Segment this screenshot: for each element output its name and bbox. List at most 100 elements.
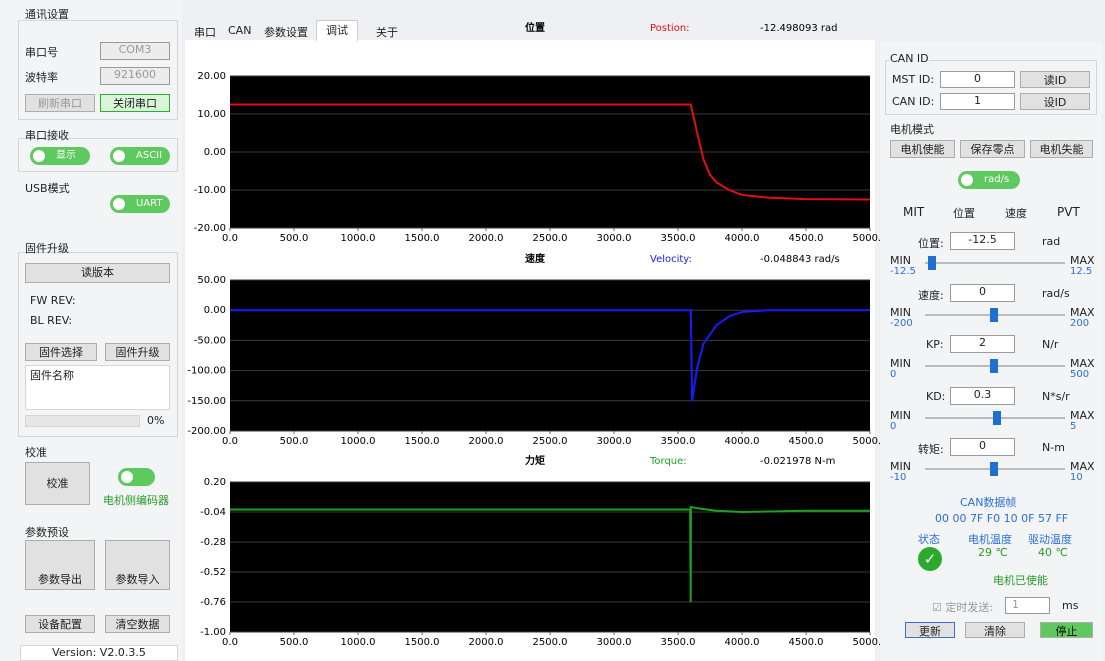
input[interactable]: 1 (1005, 597, 1050, 614)
y-tick-label: -100.00 (187, 366, 226, 377)
x-tick-label: 3000.0 (597, 436, 632, 447)
slider-track[interactable] (925, 262, 1065, 264)
max-value: 500 (1070, 369, 1090, 380)
plot-name: Velocity: (650, 254, 692, 265)
x-tick-label: 2000.0 (469, 637, 504, 648)
refresh-button[interactable]: 刷新串口 (25, 94, 95, 112)
x-tick-label: 1500.0 (405, 637, 440, 648)
x-tick-label: 4000.0 (725, 436, 760, 447)
plot-title: 力矩 (525, 454, 545, 467)
set-id-button[interactable]: 设ID (1020, 93, 1090, 110)
tab-active[interactable]: 调试 (316, 20, 358, 41)
slider-input[interactable]: 0 (950, 283, 1015, 302)
save-zero-button[interactable]: 保存零点 (960, 140, 1025, 158)
label: 波特率 (25, 71, 58, 84)
x-tick-label: 500.0 (280, 233, 309, 244)
enable-button[interactable]: 电机使能 (890, 140, 955, 158)
slider-thumb[interactable] (993, 410, 1001, 425)
x-tick-label: 5000.0 (853, 436, 888, 447)
mode-tab[interactable]: PVT (1057, 205, 1080, 219)
plot-readout: -0.021978 N-m (760, 456, 835, 467)
fw-select-button[interactable]: 固件选择 (25, 343, 97, 361)
slider-input[interactable]: 0 (950, 438, 1015, 456)
x-tick-label: 1000.0 (341, 233, 376, 244)
y-tick-label: -10.00 (194, 185, 226, 196)
x-tick-label: 2000.0 (469, 233, 504, 244)
plot-background (230, 482, 870, 632)
input[interactable]: 0 (940, 71, 1015, 88)
group-title: 串口接收 (25, 129, 69, 142)
slider-thumb[interactable] (990, 307, 998, 322)
toggle[interactable]: 显示 (30, 147, 90, 165)
group-box (885, 60, 1097, 115)
status-icon: ✓ (918, 547, 942, 571)
clear-data-button[interactable]: 清空数据 (105, 615, 170, 633)
x-tick-label: 4000.0 (725, 233, 760, 244)
slider-label: KP: (926, 338, 944, 351)
y-tick-label: 0.20 (204, 477, 226, 488)
max-label: MAX (1070, 408, 1095, 422)
toggle[interactable]: UART (110, 195, 170, 213)
min-value: -10 (890, 472, 907, 483)
checkbox[interactable]: ☑ 定时发送: (932, 601, 994, 614)
port-select[interactable]: COM3 (100, 42, 170, 60)
x-tick-label: 1000.0 (341, 436, 376, 447)
baud-select[interactable]: 921600 (100, 67, 170, 85)
update-button[interactable]: 更新 (905, 622, 955, 638)
x-tick-label: 3500.0 (661, 436, 696, 447)
group-title: 校准 (25, 446, 47, 459)
clear-button[interactable]: 清除 (965, 622, 1025, 638)
slider-label: KD: (926, 389, 946, 403)
unit: N-m (1042, 441, 1065, 454)
slider-thumb[interactable] (990, 359, 998, 373)
x-tick-label: 500.0 (280, 436, 309, 447)
y-tick-label: 10.00 (197, 109, 226, 120)
device-config-button[interactable]: 设备配置 (25, 615, 95, 633)
value: 40 ℃ (1038, 546, 1068, 559)
y-tick-label: -0.28 (200, 537, 226, 548)
y-tick-label: 0.00 (204, 147, 226, 158)
x-tick-label: 0.0 (222, 233, 238, 244)
input[interactable]: 1 (940, 93, 1015, 110)
close-button[interactable]: 关闭串口 (100, 94, 170, 112)
tab[interactable]: 串口 (194, 26, 216, 39)
tab[interactable]: CAN (228, 24, 252, 37)
label: MST ID: (892, 73, 935, 86)
data-line (230, 103, 871, 201)
slider-thumb[interactable] (928, 256, 936, 270)
x-tick-label: 3000.0 (597, 233, 632, 244)
mode-tab[interactable]: MIT (903, 205, 925, 219)
stop-button[interactable]: 停止 (1040, 622, 1093, 638)
tab[interactable]: 参数设置 (264, 26, 308, 39)
plot-readout: -0.048843 rad/s (760, 254, 840, 265)
toggle[interactable]: ASCII (110, 147, 170, 165)
status-text: 电机已使能 (993, 574, 1048, 587)
y-tick-label: -0.04 (200, 507, 226, 518)
slider-input[interactable]: 2 (950, 335, 1015, 353)
y-tick-label: -150.00 (187, 396, 226, 407)
slider-label: 速度: (918, 288, 944, 302)
x-tick-label: 2000.0 (469, 436, 504, 447)
read-version-button[interactable]: 读版本 (25, 263, 170, 283)
x-tick-label: 4500.0 (789, 637, 824, 648)
slider-thumb[interactable] (990, 462, 998, 476)
label: 固件名称 (30, 369, 74, 382)
tab[interactable]: 关于 (376, 26, 398, 39)
mode-tab[interactable]: 位置 (953, 207, 975, 220)
frame-data: 00 00 7F F0 10 0F 57 FF (935, 512, 1069, 525)
toggle[interactable] (118, 468, 155, 486)
progress-text: 0% (147, 414, 165, 427)
y-tick-label: 0.00 (204, 305, 226, 316)
slider-input[interactable]: 0.3 (950, 386, 1015, 405)
y-tick-label: -0.76 (200, 597, 226, 608)
read-id-button[interactable]: 读ID (1020, 71, 1090, 88)
mode-tab[interactable]: 速度 (1005, 207, 1027, 220)
export-button[interactable]: 参数导出 (25, 540, 95, 590)
unit-toggle[interactable]: rad/s (958, 171, 1020, 189)
fw-upgrade-button[interactable]: 固件升级 (105, 343, 170, 361)
slider-input[interactable]: -12.5 (950, 232, 1015, 250)
disable-button[interactable]: 电机失能 (1030, 140, 1093, 158)
import-button[interactable]: 参数导入 (105, 540, 170, 590)
calibrate-radio[interactable]: 校准 (25, 462, 90, 505)
